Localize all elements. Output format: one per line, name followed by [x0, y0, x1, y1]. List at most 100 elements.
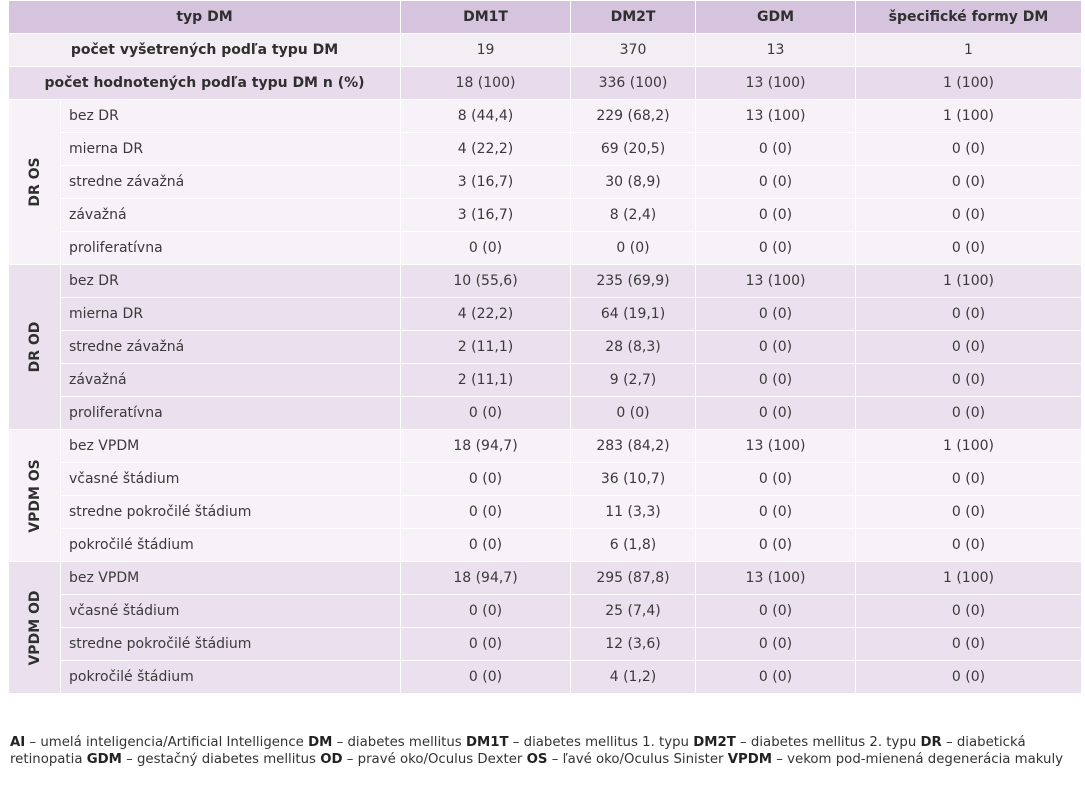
table-cell: 18 (94,7) [400, 561, 571, 595]
table-cell: 0 (0) [855, 231, 1082, 265]
table-cell: 25 (7,4) [570, 594, 696, 628]
table-cell: 0 (0) [855, 363, 1082, 397]
row-label: počet hodnotených podľa typu DM n (%) [8, 66, 401, 100]
table-row: počet vyšetrených podľa typu DM 19 370 13 1 [8, 33, 1082, 67]
table-cell: 6 (1,8) [570, 528, 696, 562]
table-cell: 12 (3,6) [570, 627, 696, 661]
group-label: VPDM OS [26, 458, 43, 533]
table-row: proliferatívna 0 (0) 0 (0) 0 (0) 0 (0) [8, 396, 1082, 430]
table-cell: 235 (69,9) [570, 264, 696, 298]
group-label-cell: DR OS [8, 99, 61, 265]
legend-abbreviation: GDM [86, 752, 122, 767]
legend-abbreviation: DM [308, 735, 333, 750]
table-cell: 36 (10,7) [570, 462, 696, 496]
table-row: proliferatívna 0 (0) 0 (0) 0 (0) 0 (0) [8, 231, 1082, 265]
table-cell: 0 (0) [855, 594, 1082, 628]
legend-definition: – ľavé oko/Oculus Sinister [547, 752, 728, 767]
row-label: stredne pokročilé štádium [60, 627, 401, 661]
legend-definition: – umelá inteligencia/Artificial Intellig… [25, 735, 309, 750]
table-cell: 0 (0) [695, 363, 856, 397]
legend-definition: – vekom pod-mienená degenerácia makuly [772, 752, 1064, 767]
legend-definition: – diabetes mellitus 2. typu [735, 735, 921, 750]
table-cell: 0 (0) [695, 396, 856, 430]
table-cell: 28 (8,3) [570, 330, 696, 364]
row-label: počet vyšetrených podľa typu DM [8, 33, 401, 67]
table-row: stredne závažná 3 (16,7) 30 (8,9) 0 (0) 0 (0… [8, 165, 1082, 199]
table-body: počet vyšetrených podľa typu DM 19 370 13 1 p… [8, 33, 1082, 694]
table-cell: 9 (2,7) [570, 363, 696, 397]
table-cell: 4 (1,2) [570, 660, 696, 694]
legend-definition: – diabetická retinopatia [10, 735, 1026, 767]
table-row: VPDM OS bez VPDM 18 (94,7) 283 (84,2) 13 (10… [8, 429, 1082, 562]
header-dm1t: DM1T [400, 0, 571, 34]
table-cell: 0 (0) [400, 660, 571, 694]
table-header-row: typ DM DM1T DM2T GDM špecifické formy DM [8, 0, 1082, 34]
table-cell: 13 (100) [695, 429, 856, 463]
table-cell: 0 (0) [695, 495, 856, 529]
table-cell: 11 (3,3) [570, 495, 696, 529]
table-cell: 295 (87,8) [570, 561, 696, 595]
table-cell: 0 (0) [570, 396, 696, 430]
legend-abbreviation: VPDM [727, 752, 773, 767]
table-row: včasné štádium 0 (0) 25 (7,4) 0 (0) 0 (0) [8, 594, 1082, 628]
table-cell: 0 (0) [695, 462, 856, 496]
header-typ-dm: typ DM [8, 0, 401, 34]
row-label: stredne pokročilé štádium [60, 495, 401, 529]
table-cell: 0 (0) [695, 660, 856, 694]
legend-abbreviation: OS [526, 752, 548, 767]
table-cell: 0 (0) [400, 495, 571, 529]
table-row: DR OS bez DR 8 (44,4) 229 (68,2) 13 (100) 1 (… [8, 99, 1082, 265]
table-row: počet hodnotených podľa typu DM n (%) 18 … [8, 66, 1082, 100]
table-row: včasné štádium 0 (0) 36 (10,7) 0 (0) 0 (0) [8, 462, 1082, 496]
table-cell: 64 (19,1) [570, 297, 696, 331]
row-label: bez VPDM [60, 561, 401, 595]
table-cell: 1 (100) [855, 561, 1082, 595]
table-cell: 0 (0) [855, 660, 1082, 694]
legend-abbreviation: AI [10, 735, 26, 750]
row-label: závažná [60, 363, 401, 397]
table-cell: 8 (2,4) [570, 198, 696, 232]
table-cell: 229 (68,2) [570, 99, 696, 133]
table-cell: 10 (55,6) [400, 264, 571, 298]
table-cell: 0 (0) [695, 198, 856, 232]
row-label: včasné štádium [60, 594, 401, 628]
table-cell: 4 (22,2) [400, 132, 571, 166]
table-cell: 13 (100) [695, 264, 856, 298]
table-cell: 0 (0) [400, 462, 571, 496]
table-row: závažná 3 (16,7) 8 (2,4) 0 (0) 0 (0) [8, 198, 1082, 232]
table-row: stredne pokročilé štádium 0 (0) 11 (3,3) 0 … [8, 495, 1082, 529]
table-cell: 283 (84,2) [570, 429, 696, 463]
table-row: pokročilé štádium 0 (0) 6 (1,8) 0 (0) 0 (0) [8, 528, 1082, 562]
group-label-cell: VPDM OS [8, 429, 61, 562]
legend-definition: – diabetes mellitus 1. typu [508, 735, 694, 750]
table-cell: 0 (0) [695, 297, 856, 331]
table-cell: 13 [695, 33, 856, 67]
table-cell: 0 (0) [400, 396, 571, 430]
table-cell: 0 (0) [855, 528, 1082, 562]
table-cell: 2 (11,1) [400, 330, 571, 364]
row-label: pokročilé štádium [60, 528, 401, 562]
table-cell: 69 (20,5) [570, 132, 696, 166]
row-label: proliferatívna [60, 231, 401, 265]
row-label: stredne závažná [60, 330, 401, 364]
table-row: mierna DR 4 (22,2) 64 (19,1) 0 (0) 0 (0) [8, 297, 1082, 331]
table-cell: 0 (0) [695, 627, 856, 661]
legend-definition: – diabetes mellitus [332, 735, 466, 750]
table-cell: 370 [570, 33, 696, 67]
table-cell: 18 (94,7) [400, 429, 571, 463]
table-row: VPDM OD bez VPDM 18 (94,7) 295 (87,8) 13 (10… [8, 561, 1082, 694]
row-label: mierna DR [60, 297, 401, 331]
table-cell: 0 (0) [855, 297, 1082, 331]
table-cell: 1 [855, 33, 1082, 67]
table-cell: 0 (0) [695, 528, 856, 562]
table-cell: 0 (0) [855, 330, 1082, 364]
row-label: bez DR [60, 264, 401, 298]
legend-abbreviation: DM2T [693, 735, 736, 750]
table-cell: 1 (100) [855, 99, 1082, 133]
table-cell: 13 (100) [695, 99, 856, 133]
table-cell: 30 (8,9) [570, 165, 696, 199]
table-cell: 3 (16,7) [400, 165, 571, 199]
legend-abbreviation: OD [320, 752, 343, 767]
table-row: mierna DR 4 (22,2) 69 (20,5) 0 (0) 0 (0) [8, 132, 1082, 166]
